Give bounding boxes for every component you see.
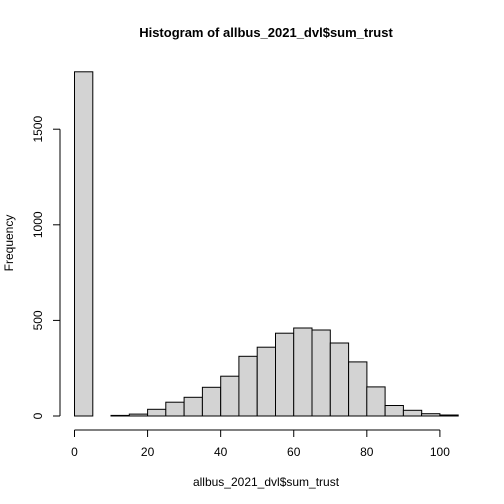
x-axis-label: allbus_2021_dvl$sum_trust (193, 475, 340, 489)
histogram-bar (184, 397, 202, 416)
histogram-bar (257, 347, 275, 416)
y-tick-label: 1500 (31, 116, 45, 143)
y-axis: 0 500 1000 1500 (31, 116, 60, 420)
x-tick-label: 80 (360, 445, 374, 459)
histogram-bar (422, 414, 440, 416)
histogram-bar (221, 376, 239, 416)
histogram-bar (312, 330, 330, 416)
x-tick-label: 0 (71, 445, 78, 459)
x-axis: 0 20 40 60 80 100 (71, 430, 450, 459)
histogram-bar (403, 410, 421, 416)
x-tick-label: 60 (287, 445, 301, 459)
x-tick-label: 20 (141, 445, 155, 459)
histogram-bar (440, 415, 458, 416)
histogram-bar (294, 328, 312, 416)
x-tick-label: 100 (430, 445, 450, 459)
histogram-bar (202, 387, 220, 416)
histogram-bar (129, 414, 147, 416)
histogram-bar (276, 333, 294, 416)
histogram-bar (148, 409, 166, 416)
y-tick-label: 500 (31, 310, 45, 330)
histogram-bar (330, 343, 348, 416)
histogram-bar (385, 406, 403, 417)
histogram-bar (349, 362, 367, 416)
chart-title: Histogram of allbus_2021_dvl$sum_trust (139, 25, 393, 40)
histogram-bars (75, 72, 459, 416)
x-tick-label: 40 (214, 445, 228, 459)
histogram-bar (239, 356, 257, 416)
histogram-bar (367, 387, 385, 416)
y-tick-label: 0 (31, 412, 45, 419)
y-axis-label: Frequency (2, 215, 16, 272)
y-tick-label: 1000 (31, 211, 45, 238)
histogram-bar (111, 415, 129, 416)
histogram-bar (166, 402, 184, 416)
histogram-bar (75, 72, 93, 416)
